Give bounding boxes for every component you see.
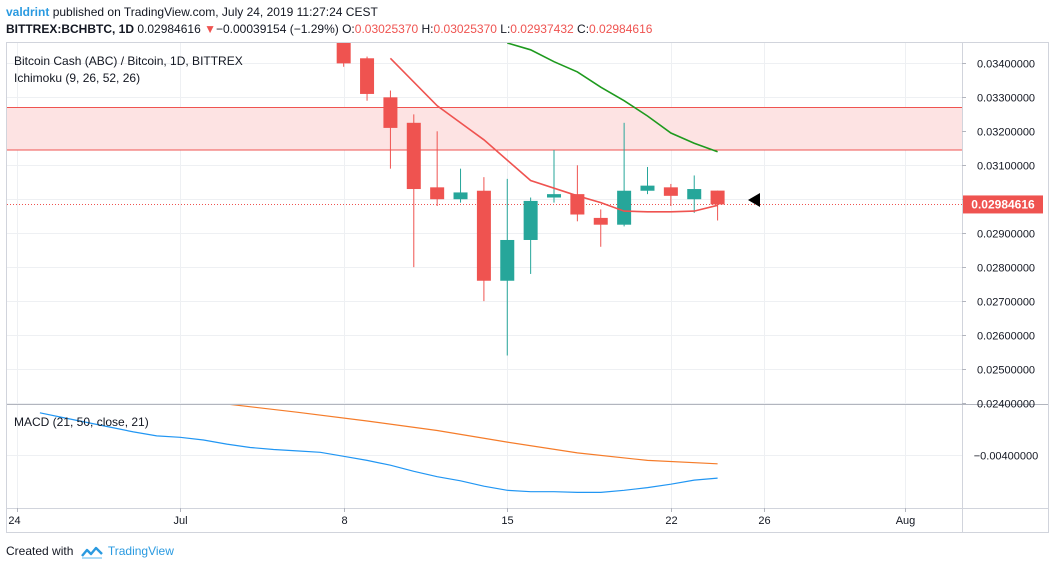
candle-body: [617, 190, 632, 225]
main-legend: Bitcoin Cash (ABC) / Bitcoin, 1D, BITTRE…: [14, 54, 243, 68]
ichimoku-lines: [389, 43, 718, 213]
candle: [360, 56, 375, 101]
candle-body: [500, 239, 515, 281]
last-price-tag-bg: [963, 195, 1043, 214]
resistance-zone-fill: [7, 107, 962, 150]
y-tick-label: 0.03300000: [977, 93, 1035, 105]
candle-body: [383, 97, 398, 128]
kijun-sen-line: [507, 43, 718, 153]
ichimoku-legend: Ichimoku (9, 26, 52, 26): [14, 71, 140, 85]
y-tick-label: 0.02700000: [977, 297, 1035, 309]
last-price-tag-label: 0.02984616: [971, 197, 1035, 211]
signal-line: [226, 404, 718, 465]
low-label: L:: [500, 22, 511, 36]
chart-frame: [6, 42, 1049, 533]
candle-body: [547, 194, 562, 198]
candle: [406, 114, 421, 268]
close-label: C:: [577, 22, 590, 36]
candle-body: [523, 200, 538, 240]
close-value: 0.02984616: [589, 22, 653, 36]
tradingview-brand-link[interactable]: TradingView: [107, 544, 174, 558]
y-tick-label: 0.03400000: [977, 59, 1035, 71]
x-tick-label: 26: [758, 515, 770, 527]
publish-info: published on TradingView.com, July 24, 2…: [52, 5, 378, 19]
y-tick-label: 0.03200000: [977, 127, 1035, 139]
y-tick-label: 0.03100000: [977, 161, 1035, 173]
cursor-arrow-icon: [748, 193, 760, 207]
candles: [336, 43, 725, 356]
x-tick-label: 22: [665, 515, 677, 527]
candle: [383, 90, 398, 169]
change-arrow-icon: ▼: [204, 22, 216, 36]
candle: [500, 178, 515, 356]
candle: [617, 122, 632, 227]
y-tick-label: 0.02600000: [977, 331, 1035, 343]
footer: Created with TradingView: [6, 544, 174, 559]
chart-header: valdrint published on TradingView.com, J…: [0, 0, 1055, 42]
x-tick-label: Jul: [173, 515, 187, 527]
candle: [430, 131, 445, 207]
candle: [336, 43, 351, 67]
candle-body: [476, 190, 491, 281]
candle: [547, 149, 562, 203]
candle: [687, 175, 702, 213]
candle-body: [687, 189, 702, 200]
candle-body: [593, 217, 608, 225]
candle: [523, 197, 538, 274]
candle: [663, 183, 678, 207]
macd-y-tick-label: −0.00400000: [974, 451, 1039, 463]
price-change: −0.00039154 (−1.29%): [215, 22, 339, 36]
candle-body: [406, 122, 421, 190]
candle-body: [710, 190, 725, 205]
y-tick-label: 0.02800000: [977, 263, 1035, 275]
candle: [453, 168, 468, 203]
x-tick-label: 24: [8, 515, 20, 527]
x-tick-label: 15: [501, 515, 513, 527]
candle: [570, 165, 585, 222]
quote-line: BITTREX:BCHBTC, 1D 0.02984616 ▼−0.000391…: [6, 22, 652, 36]
y-tick-label: 0.02900000: [977, 229, 1035, 241]
resistance-zone: [7, 107, 962, 205]
y-tick-label: 0.02500000: [977, 365, 1035, 377]
last-price: 0.02984616: [137, 22, 201, 36]
macd-line: [39, 412, 718, 493]
candle-body: [360, 58, 375, 94]
high-label: H:: [421, 22, 434, 36]
macd-legend: MACD (21, 50, close, 21): [14, 415, 149, 429]
high-value: 0.03025370: [433, 22, 497, 36]
x-tick-label: Aug: [896, 515, 916, 527]
last-price-tag: 0.02984616: [963, 195, 1043, 214]
candle: [476, 177, 491, 302]
publish-line: valdrint published on TradingView.com, J…: [6, 5, 378, 19]
y-tick-label: 0.02400000: [977, 399, 1035, 411]
open-value: 0.03025370: [354, 22, 419, 36]
candle: [593, 209, 608, 247]
symbol-label: BITTREX:BCHBTC, 1D: [6, 22, 134, 36]
candle-body: [640, 185, 655, 191]
x-tick-label: 8: [341, 515, 347, 527]
candle-body: [336, 43, 351, 64]
created-with-label: Created with: [6, 544, 74, 558]
candle-body: [663, 187, 678, 196]
candle-body: [430, 187, 445, 200]
low-value: 0.02937432: [510, 22, 574, 36]
open-label: O:: [342, 22, 355, 36]
tenkan-sen-line: [389, 57, 718, 213]
axes: 0.02400000 0.02500000 0.02600000 0.02700000…: [7, 43, 1048, 532]
candle: [640, 166, 655, 195]
author-link[interactable]: valdrint: [6, 5, 50, 19]
tradingview-logo-icon: [80, 546, 103, 559]
macd-lines: [39, 404, 718, 493]
candle-body: [570, 194, 585, 215]
candle-body: [453, 192, 468, 200]
